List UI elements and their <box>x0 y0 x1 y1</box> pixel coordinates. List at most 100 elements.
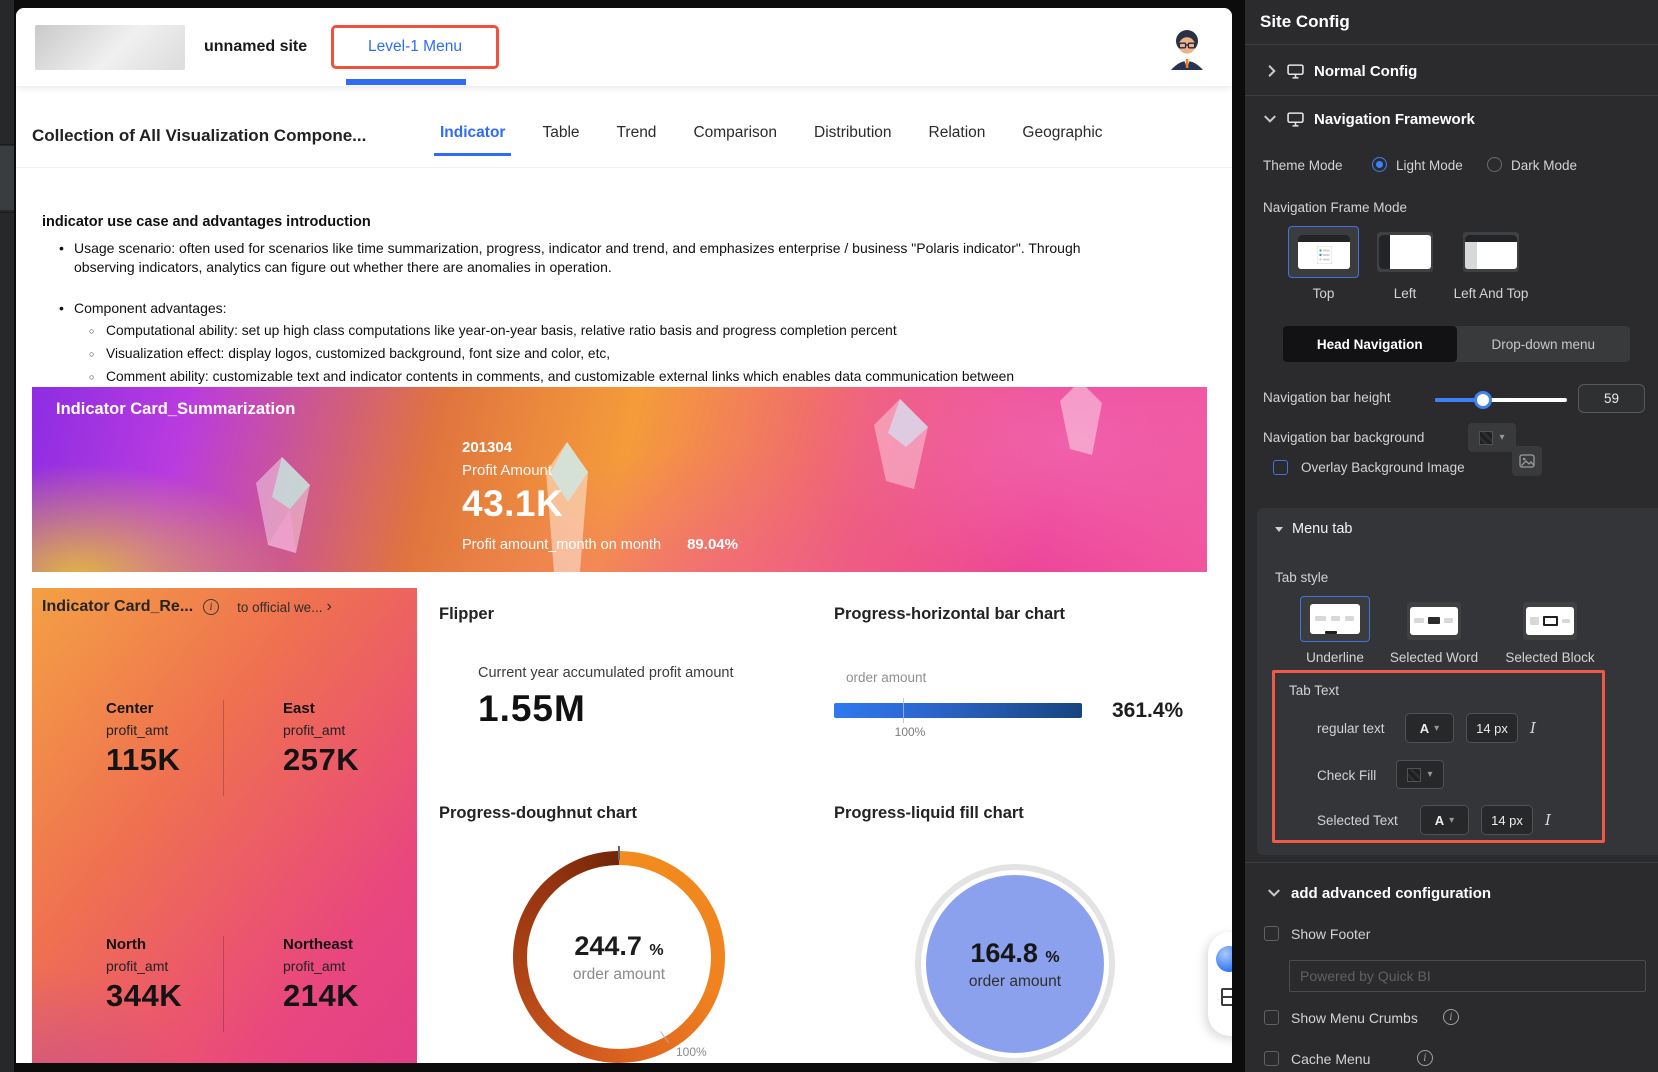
dark-mode-label[interactable]: Dark Mode <box>1511 158 1578 173</box>
collapsed-left-sidebar[interactable] <box>0 0 14 1072</box>
info-icon[interactable]: i <box>203 599 220 615</box>
assistant-sphere-icon[interactable] <box>1216 946 1232 972</box>
tab-geographic[interactable]: Geographic <box>1022 124 1103 141</box>
tab-comparison[interactable]: Comparison <box>693 124 777 141</box>
dashboard-header: Collection of All Visualization Compone.… <box>16 86 1232 168</box>
flipper-value: 1.55M <box>478 688 586 729</box>
menu-tab-label[interactable]: Menu tab <box>1292 521 1353 537</box>
sidebar-segment[interactable] <box>0 146 14 210</box>
intro-bullet-usage: Usage scenario: often used for scenarios… <box>42 239 1128 277</box>
light-mode-label[interactable]: Light Mode <box>1396 158 1463 173</box>
tab-table[interactable]: Table <box>542 124 580 141</box>
flipper-title: Flipper <box>439 605 495 623</box>
floating-helper-widget[interactable] <box>1208 932 1232 1036</box>
show-footer-label[interactable]: Show Footer <box>1291 926 1371 942</box>
italic-icon[interactable]: I <box>1530 719 1536 737</box>
official-website-link-label[interactable]: to official we... <box>237 599 323 615</box>
chevron-right-icon: › <box>326 598 332 615</box>
divider <box>223 936 224 1032</box>
nav-bar-height-slider[interactable] <box>1435 391 1567 409</box>
level1-menu-label[interactable]: Level-1 Menu <box>368 38 462 55</box>
show-menu-crumbs-label[interactable]: Show Menu Crumbs <box>1291 1010 1418 1026</box>
slider-knob[interactable] <box>1473 391 1492 409</box>
metric-region: Northeast <box>283 936 354 953</box>
tab-distribution[interactable]: Distribution <box>814 124 892 141</box>
frame-mode-left-and-top-option[interactable] <box>1463 232 1519 272</box>
tab-relation[interactable]: Relation <box>928 124 986 141</box>
frame-mode-left-option[interactable] <box>1377 232 1433 272</box>
color-swatch <box>1407 767 1422 782</box>
section-label[interactable]: Normal Config <box>1314 62 1418 80</box>
bar-height-label: Navigation bar height <box>1263 390 1391 405</box>
indicator-card-summarization: Indicator Card_Summarization 201304 Prof… <box>32 387 1207 572</box>
tab-trend[interactable]: Trend <box>616 124 657 141</box>
metric-cell-center: Center profit_amt 115K <box>106 700 180 778</box>
head-navigation-segment[interactable]: Head Navigation <box>1283 326 1457 362</box>
metric-field: profit_amt <box>106 958 169 974</box>
tab-style-selected-word-label[interactable]: Selected Word <box>1389 650 1479 665</box>
italic-icon[interactable]: I <box>1545 811 1551 829</box>
cache-menu-label[interactable]: Cache Menu <box>1291 1051 1371 1067</box>
dropdown-menu-segment[interactable]: Drop-down menu <box>1491 336 1596 352</box>
banner-title: Indicator Card_Summarization <box>56 400 296 418</box>
tab-style-selected-word-option[interactable] <box>1407 602 1461 640</box>
footer-text-input[interactable] <box>1289 960 1646 992</box>
divider <box>223 700 224 796</box>
check-fill-color-dropdown[interactable]: ▾ <box>1396 760 1444 789</box>
frame-mode-left-and-top-label[interactable]: Left And Top <box>1453 286 1529 301</box>
show-menu-crumbs-checkbox[interactable] <box>1264 1010 1279 1025</box>
section-label[interactable]: add advanced configuration <box>1291 884 1492 902</box>
selected-text-size-field[interactable]: 14 px <box>1481 805 1533 835</box>
frame-mode-top-option[interactable] <box>1288 226 1359 278</box>
tab-indicator[interactable]: Indicator <box>433 124 512 156</box>
section-advanced-config[interactable]: add advanced configuration <box>1267 880 1491 906</box>
site-logo-placeholder <box>35 25 185 70</box>
dark-mode-radio[interactable] <box>1487 157 1502 172</box>
kpi-period: 201304 <box>462 439 513 456</box>
liquid-fill <box>926 875 1104 1053</box>
section-label[interactable]: Navigation Framework <box>1314 110 1475 128</box>
frame-mode-label: Navigation Frame Mode <box>1263 200 1408 215</box>
frame-mode-top-label[interactable]: Top <box>1312 286 1335 301</box>
info-icon[interactable]: i <box>1417 1050 1433 1066</box>
bar-background-color-dropdown[interactable]: ▾ <box>1468 423 1516 452</box>
menu-tab-header[interactable]: Menu tab <box>1275 521 1352 537</box>
level1-menu-highlight-box[interactable]: Level-1 Menu <box>331 25 499 69</box>
tab-text-highlight-box: Tab Text regular text A ▾ 14 px I Check … <box>1272 670 1605 843</box>
dashboard-title: Collection of All Visualization Compone.… <box>32 126 367 145</box>
flipper-label: Current year accumulated profit amount <box>478 665 734 681</box>
overlay-bg-label[interactable]: Overlay Background Image <box>1301 460 1465 475</box>
tab-text-header: Tab Text <box>1289 683 1340 698</box>
tab-style-underline-label[interactable]: Underline <box>1306 650 1364 665</box>
tab-style-selected-block-option[interactable] <box>1523 602 1577 640</box>
regular-text-size-field[interactable]: 14 px <box>1466 713 1518 743</box>
section-navigation-framework[interactable]: Navigation Framework <box>1263 106 1475 132</box>
regular-text-color-dropdown[interactable]: A ▾ <box>1405 713 1454 743</box>
nav-bar-height-value[interactable]: 59 <box>1578 384 1645 413</box>
light-mode-radio[interactable] <box>1372 157 1387 172</box>
intro-sub-visualization: Visualization effect: display logos, cus… <box>42 345 1162 364</box>
user-avatar[interactable] <box>1166 28 1208 70</box>
overlay-bg-checkbox[interactable] <box>1273 460 1288 475</box>
site-preview-canvas: unnamed site Level-1 Menu Col <box>16 8 1232 1063</box>
liquid-circle <box>915 864 1115 1063</box>
selected-text-color-dropdown[interactable]: A ▾ <box>1420 805 1469 835</box>
overlay-image-picker-button[interactable] <box>1512 446 1542 476</box>
tab-style-underline-option[interactable] <box>1300 596 1370 642</box>
cache-menu-checkbox[interactable] <box>1264 1051 1279 1066</box>
doughnut-title: Progress-doughnut chart <box>439 804 638 822</box>
hbar-fill <box>834 703 1082 718</box>
color-letter: A <box>1434 812 1445 828</box>
liquid-title: Progress-liquid fill chart <box>834 804 1024 822</box>
frame-mode-left-label[interactable]: Left <box>1393 286 1417 301</box>
info-icon[interactable]: i <box>1443 1009 1459 1025</box>
metric-region: Center <box>106 700 154 717</box>
intro-heading: indicator use case and advantages introd… <box>42 214 371 230</box>
doc-list-icon[interactable] <box>1221 988 1232 1006</box>
color-swatch <box>1479 430 1494 445</box>
section-normal-config[interactable]: Normal Config <box>1267 58 1417 84</box>
metric-cell-east: East profit_amt 257K <box>283 700 359 778</box>
tab-style-selected-block-label[interactable]: Selected Block <box>1505 650 1595 665</box>
official-website-link[interactable]: to official we... › <box>237 599 332 615</box>
show-footer-checkbox[interactable] <box>1264 926 1279 941</box>
